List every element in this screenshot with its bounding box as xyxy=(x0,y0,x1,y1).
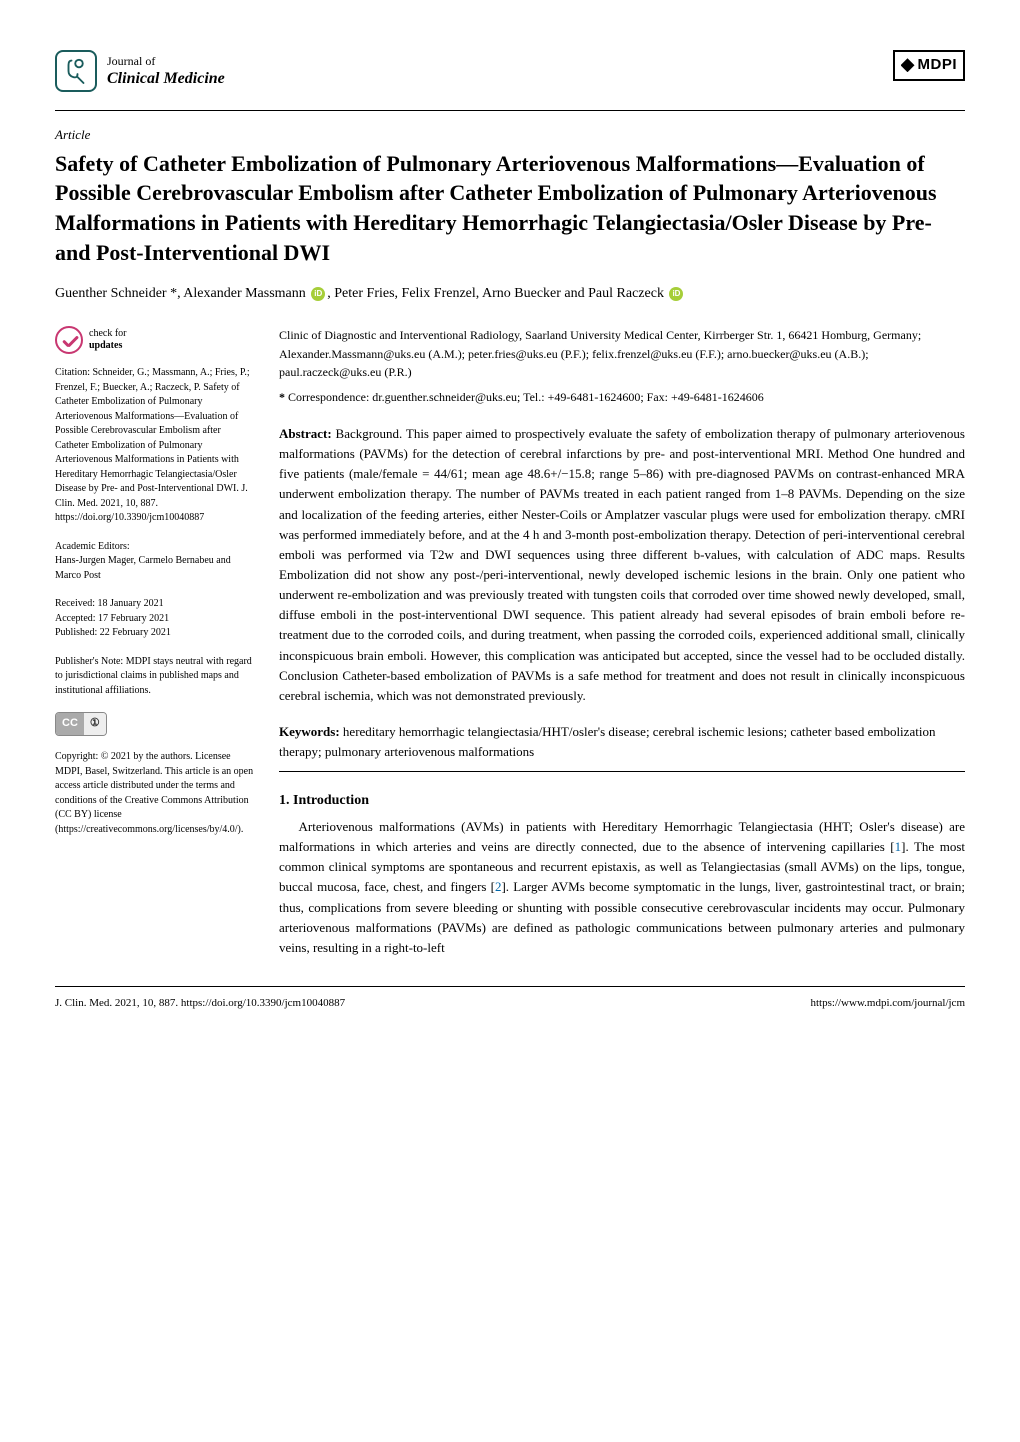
date-received: Received: 18 January 2021 xyxy=(55,597,255,612)
mdpi-logo: MDPI xyxy=(893,50,966,81)
abstract: Abstract: Background. This paper aimed t… xyxy=(279,424,965,706)
header: Journal of Clinical Medicine MDPI xyxy=(55,50,965,92)
journal-name: Clinical Medicine xyxy=(107,69,225,88)
intro-paragraph: Arteriovenous malformations (AVMs) in pa… xyxy=(279,817,965,958)
section-heading: 1. Introduction xyxy=(279,790,965,811)
article-title: Safety of Catheter Embolization of Pulmo… xyxy=(55,149,965,268)
date-published: Published: 22 February 2021 xyxy=(55,626,255,641)
citation-block: Citation: Schneider, G.; Massmann, A.; F… xyxy=(55,366,255,526)
editors-names: Hans-Jurgen Mager, Carmelo Bernabeu and … xyxy=(55,555,231,581)
journal-of-label: Journal of xyxy=(107,54,225,68)
check-updates[interactable]: check for updates xyxy=(55,326,255,354)
orcid-icon xyxy=(669,287,683,301)
publishers-note: Publisher's Note: MDPI stays neutral wit… xyxy=(55,655,255,699)
keywords-label: Keywords: xyxy=(279,724,340,739)
dates-block: Received: 18 January 2021 Accepted: 17 F… xyxy=(55,597,255,641)
main-column: Clinic of Diagnostic and Interventional … xyxy=(279,326,965,958)
abstract-label: Abstract: xyxy=(279,426,332,441)
keywords-text: hereditary hemorrhagic telangiectasia/HH… xyxy=(279,724,935,759)
correspondence-text: * Correspondence: dr.guenther.schneider@… xyxy=(279,390,764,404)
publisher-name: MDPI xyxy=(918,54,958,77)
check-icon xyxy=(55,326,83,354)
check-line1: check for xyxy=(89,328,126,340)
check-line2: updates xyxy=(89,340,126,352)
ref-link[interactable]: 1 xyxy=(895,839,902,854)
editors-block: Academic Editors: Hans-Jurgen Mager, Car… xyxy=(55,540,255,584)
abstract-text: Background. This paper aimed to prospect… xyxy=(279,426,965,703)
correspondence: * Correspondence: dr.guenther.schneider@… xyxy=(279,388,965,406)
date-accepted: Accepted: 17 February 2021 xyxy=(55,612,255,627)
footer-right: https://www.mdpi.com/journal/jcm xyxy=(811,995,966,1012)
divider xyxy=(55,110,965,111)
divider xyxy=(279,771,965,772)
editors-label: Academic Editors: xyxy=(55,541,130,552)
ref-link[interactable]: 2 xyxy=(495,879,502,894)
copyright-block: Copyright: © 2021 by the authors. Licens… xyxy=(55,750,255,837)
orcid-icon xyxy=(311,287,325,301)
cc-by-badge-icon: CC① xyxy=(55,712,107,736)
sidebar: check for updates Citation: Schneider, G… xyxy=(55,326,255,958)
journal-block: Journal of Clinical Medicine xyxy=(55,50,225,92)
affiliation: Clinic of Diagnostic and Interventional … xyxy=(279,326,965,382)
authors: Guenther Schneider *, Alexander Massmann… xyxy=(55,283,965,304)
license-block: CC① xyxy=(55,712,255,736)
article-type: Article xyxy=(55,125,965,145)
footer-left: J. Clin. Med. 2021, 10, 887. https://doi… xyxy=(55,995,345,1012)
journal-logo-icon xyxy=(55,50,97,92)
footer: J. Clin. Med. 2021, 10, 887. https://doi… xyxy=(55,986,965,1012)
keywords: Keywords: hereditary hemorrhagic telangi… xyxy=(279,722,965,761)
